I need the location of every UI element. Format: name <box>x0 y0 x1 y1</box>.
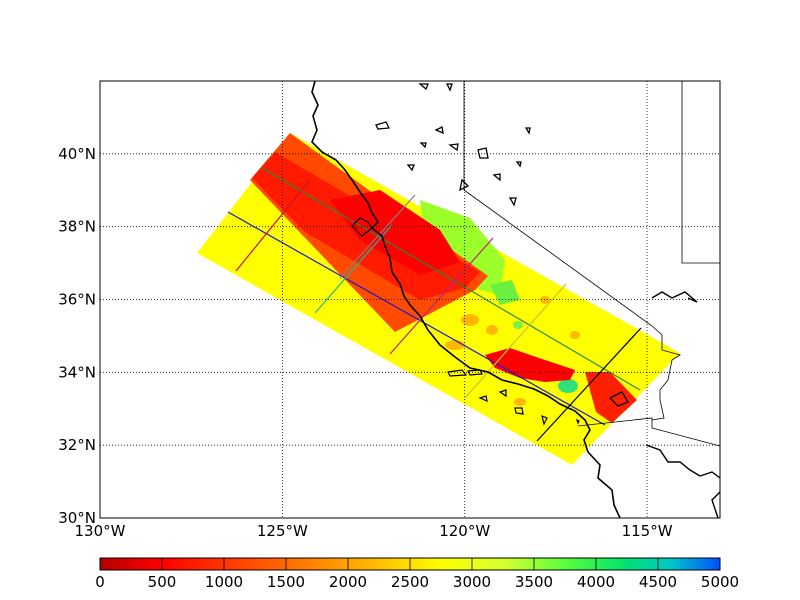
colorbar-ticks: 0 500 1000 1500 2000 2500 3000 3500 4000 4500 5000 <box>95 558 739 591</box>
lon-tick-label: 115°W <box>622 522 673 540</box>
lat-tick-label: 38°N <box>58 218 96 236</box>
colorbar-tick-label: 4000 <box>577 573 615 591</box>
colorbar-tick-label: 2500 <box>391 573 429 591</box>
red-patch-south <box>485 348 575 382</box>
lat-tick-label: 40°N <box>58 145 96 163</box>
transect-line-olive <box>464 283 567 399</box>
gulf-coast <box>645 444 720 518</box>
colorbar-tick-label: 5000 <box>701 573 739 591</box>
graticule <box>100 81 720 518</box>
transect-line-green <box>261 167 641 391</box>
green-patch-mid <box>490 280 520 305</box>
latitude-labels: 30°N 32°N 34°N 36°N 38°N 40°N <box>58 145 96 527</box>
green-patch-south <box>558 379 578 393</box>
transect-line-magenta <box>389 237 494 355</box>
colorbar-tick-label: 1500 <box>267 573 305 591</box>
channel-islands <box>447 369 580 426</box>
colorbar-tick-label: 1000 <box>205 573 243 591</box>
colorbar-tick-label: 0 <box>95 573 105 591</box>
lon-tick-label: 130°W <box>75 522 126 540</box>
green-region-north <box>420 200 505 295</box>
lat-tick-label: 36°N <box>58 291 96 309</box>
colorbar-frame <box>99 557 721 571</box>
transect-line-cyan <box>314 224 393 314</box>
colorbar-tick-label: 3000 <box>453 573 491 591</box>
colorbar: 0 500 1000 1500 2000 2500 3000 3500 4000 4500 5000 <box>95 557 739 591</box>
lat-tick-label: 34°N <box>58 363 96 381</box>
colorbar-tick-label: 500 <box>148 573 177 591</box>
green-patch-small <box>513 321 523 329</box>
transect-line-navy <box>227 211 606 426</box>
transect-line-red <box>235 179 311 272</box>
colorbar-tick-label: 2000 <box>329 573 367 591</box>
longitude-labels: 130°W 125°W 120°W 115°W <box>75 522 673 540</box>
lat-tick-label: 30°N <box>58 509 96 527</box>
transect-line-black <box>536 327 642 442</box>
map-layers <box>100 81 720 518</box>
bay-outline <box>351 217 373 237</box>
map-frame <box>99 80 721 519</box>
transect-line-grey <box>339 194 416 279</box>
political-borders <box>463 81 720 447</box>
red-block-core <box>330 190 460 275</box>
lon-tick-label: 125°W <box>257 522 308 540</box>
sonora-coast <box>651 291 698 303</box>
lon-tick-label: 120°W <box>439 522 490 540</box>
lat-tick-label: 32°N <box>58 436 96 454</box>
coastline <box>311 81 621 518</box>
colorbar-tick-label: 4500 <box>639 573 677 591</box>
colorbar-tick-label: 3500 <box>515 573 553 591</box>
